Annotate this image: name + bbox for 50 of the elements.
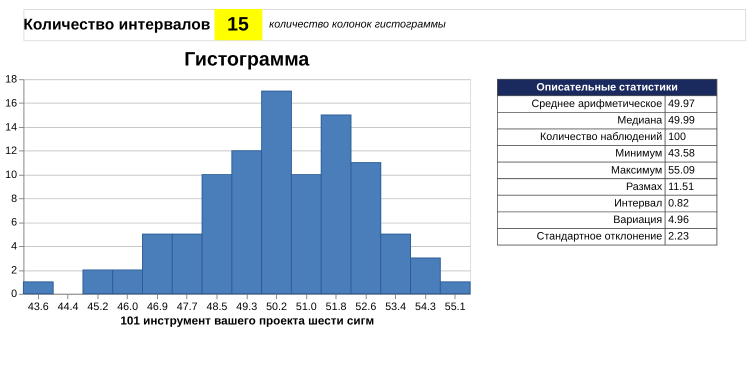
x-tick-label: 51.0 bbox=[296, 300, 317, 313]
text: Среднее арифметическое bbox=[531, 98, 662, 110]
x-tick-label: 47.7 bbox=[176, 300, 198, 313]
text: 11.51 bbox=[668, 180, 694, 193]
x-tick-label: 49.3 bbox=[236, 300, 258, 313]
y-tick-label: 18 bbox=[5, 74, 18, 86]
y-tick-label: 16 bbox=[5, 97, 18, 110]
text: Минимум bbox=[615, 148, 662, 160]
x-tick-label: 55.1 bbox=[444, 300, 466, 313]
text: Количество наблюдений bbox=[540, 131, 662, 144]
y-tick-label: 10 bbox=[5, 168, 18, 181]
text: Размах bbox=[626, 180, 663, 193]
x-tick-label: 54.3 bbox=[414, 300, 436, 313]
text: Количество интервалов bbox=[23, 16, 210, 34]
y-tick-label: 14 bbox=[5, 121, 18, 134]
text: 0.82 bbox=[668, 197, 689, 210]
x-tick-label: 45.2 bbox=[87, 300, 108, 313]
text: 15 bbox=[227, 13, 249, 36]
text: 2.23 bbox=[668, 230, 689, 243]
x-tick-label: 46.9 bbox=[146, 300, 168, 313]
text: Стандартное отклонение bbox=[536, 230, 662, 243]
x-tick-label: 50.2 bbox=[266, 300, 287, 313]
chart-title: Гистограмма bbox=[184, 48, 310, 71]
x-tick-label: 51.8 bbox=[326, 300, 347, 313]
text: Вариация bbox=[613, 214, 662, 226]
text: Максимум bbox=[610, 164, 662, 176]
text: 4.96 bbox=[668, 214, 689, 226]
bar bbox=[22, 281, 54, 294]
text: 49.99 bbox=[668, 114, 695, 127]
text: Интервал bbox=[614, 197, 662, 210]
x-tick-label: 52.6 bbox=[355, 300, 376, 313]
y-tick-label: 8 bbox=[11, 192, 18, 205]
text: Описательные статистики bbox=[536, 81, 678, 94]
y-tick-label: 0 bbox=[11, 288, 18, 300]
text: 100 bbox=[668, 131, 686, 144]
x-tick-label: 46.0 bbox=[117, 300, 138, 313]
text: 55.09 bbox=[668, 164, 695, 176]
text: количество колонок гистограммы bbox=[269, 18, 446, 31]
y-tick-label: 12 bbox=[5, 145, 18, 158]
y-tick-label: 6 bbox=[11, 216, 18, 229]
y-tick-label: 2 bbox=[11, 264, 18, 276]
x-tick-label: 48.5 bbox=[206, 300, 228, 313]
x-axis-title: 101 инструмент вашего проекта шести сигм bbox=[120, 314, 374, 328]
text: 43.58 bbox=[668, 148, 695, 160]
text: Медиана bbox=[617, 114, 662, 127]
y-tick-label: 4 bbox=[11, 240, 18, 253]
text: 49.97 bbox=[668, 98, 695, 110]
x-tick-label: 43.6 bbox=[28, 300, 49, 313]
x-tick-label: 44.4 bbox=[58, 300, 79, 313]
x-tick-label: 53.4 bbox=[385, 300, 406, 313]
